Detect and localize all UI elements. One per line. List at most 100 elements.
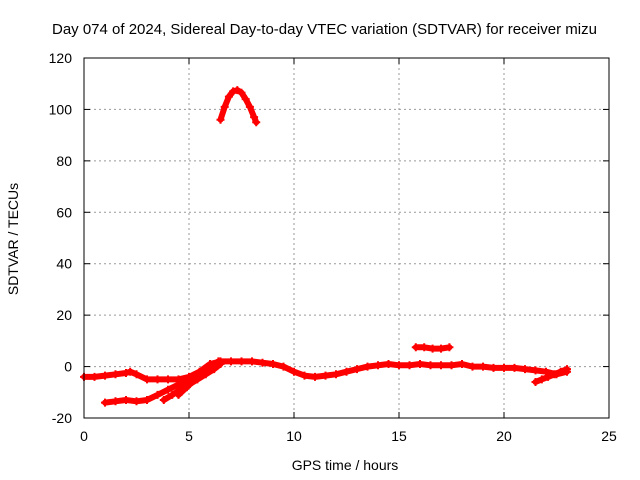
data-point xyxy=(90,372,99,381)
data-point xyxy=(445,343,454,352)
data-point xyxy=(269,360,277,368)
data-point xyxy=(252,118,261,127)
data-point xyxy=(258,358,267,367)
data-point xyxy=(241,95,250,104)
data-point xyxy=(426,361,435,370)
data-point xyxy=(531,366,540,375)
data-point xyxy=(245,102,254,111)
data-point xyxy=(101,398,109,407)
data-point xyxy=(489,363,498,372)
data-point xyxy=(458,360,466,368)
data-point xyxy=(174,390,183,399)
data-point xyxy=(164,375,172,384)
x-tick-label: 5 xyxy=(185,428,193,444)
data-point xyxy=(510,363,519,372)
data-point xyxy=(159,396,168,404)
data-point xyxy=(395,361,403,370)
data-point xyxy=(224,92,233,101)
data-point xyxy=(111,370,120,379)
axis-ticks: 0 5 10 15 20 25 -20 0 20 40 60 80 100 120 xyxy=(49,50,617,444)
data-point xyxy=(537,375,546,384)
data-point xyxy=(428,344,437,353)
data-point xyxy=(237,88,246,97)
data-point xyxy=(111,397,120,406)
data-point xyxy=(143,396,151,404)
data-point xyxy=(363,362,372,371)
series-arc-short xyxy=(411,343,454,353)
y-axis-label: SDTVAR / TECUs xyxy=(5,183,21,295)
data-point xyxy=(220,102,229,111)
data-point xyxy=(500,363,508,372)
x-axis-label: GPS time / hours xyxy=(292,457,399,473)
data-points xyxy=(80,86,571,407)
data-point xyxy=(164,385,172,394)
data-point xyxy=(342,367,351,376)
y-tick-label: 120 xyxy=(49,50,73,66)
data-point xyxy=(544,372,553,381)
chart-title: Day 074 of 2024, Sidereal Day-to-day VTE… xyxy=(52,21,597,38)
plot-frame xyxy=(83,57,610,419)
data-point xyxy=(233,86,242,95)
series-arc-low xyxy=(101,372,198,407)
data-point xyxy=(416,360,424,368)
data-point xyxy=(126,367,135,376)
data-point xyxy=(300,371,309,380)
data-point xyxy=(521,365,529,374)
data-point xyxy=(468,362,477,371)
series-arc-rise-b xyxy=(174,357,223,399)
data-point xyxy=(132,397,141,406)
data-point xyxy=(250,113,259,122)
data-point xyxy=(563,365,571,374)
y-tick-label: 60 xyxy=(56,204,72,220)
data-point xyxy=(353,365,361,374)
data-point xyxy=(143,375,151,384)
data-point xyxy=(248,357,256,366)
data-point xyxy=(153,390,162,399)
data-point xyxy=(384,360,393,368)
y-tick-label: 80 xyxy=(56,153,72,169)
data-point xyxy=(405,361,414,370)
data-point xyxy=(174,380,183,389)
data-point xyxy=(531,378,540,386)
data-point xyxy=(191,375,200,384)
data-point xyxy=(216,115,225,124)
data-point xyxy=(237,357,246,366)
series-arc-main xyxy=(80,357,571,384)
data-point xyxy=(420,343,429,352)
data-point xyxy=(122,396,130,404)
data-point xyxy=(542,367,550,376)
data-point xyxy=(279,362,288,371)
series-line xyxy=(217,87,260,126)
data-point xyxy=(411,343,420,352)
data-point xyxy=(199,367,208,376)
y-tick-label: 20 xyxy=(56,307,72,323)
x-tick-label: 15 xyxy=(391,428,407,444)
gridlines xyxy=(84,58,609,418)
x-tick-label: 10 xyxy=(286,428,302,444)
x-tick-label: 0 xyxy=(80,428,88,444)
data-point xyxy=(214,357,223,366)
data-point xyxy=(227,357,235,366)
data-point xyxy=(132,370,141,379)
y-tick-label: 0 xyxy=(64,359,72,375)
data-point xyxy=(290,367,298,376)
data-point xyxy=(153,375,162,384)
data-point xyxy=(182,383,191,392)
data-point xyxy=(101,371,109,380)
data-point xyxy=(332,370,340,379)
data-point xyxy=(479,362,487,371)
data-point xyxy=(311,372,319,381)
data-point xyxy=(437,344,445,353)
x-tick-label: 20 xyxy=(496,428,512,444)
y-tick-label: 100 xyxy=(49,101,73,117)
data-point xyxy=(321,371,330,380)
data-point xyxy=(208,361,217,370)
y-tick-label: 40 xyxy=(56,256,72,272)
series-arc-end xyxy=(531,365,571,386)
y-tick-label: -20 xyxy=(52,410,72,426)
data-point xyxy=(374,361,382,370)
data-point xyxy=(437,361,445,370)
data-point xyxy=(122,369,130,377)
data-point xyxy=(550,370,559,379)
